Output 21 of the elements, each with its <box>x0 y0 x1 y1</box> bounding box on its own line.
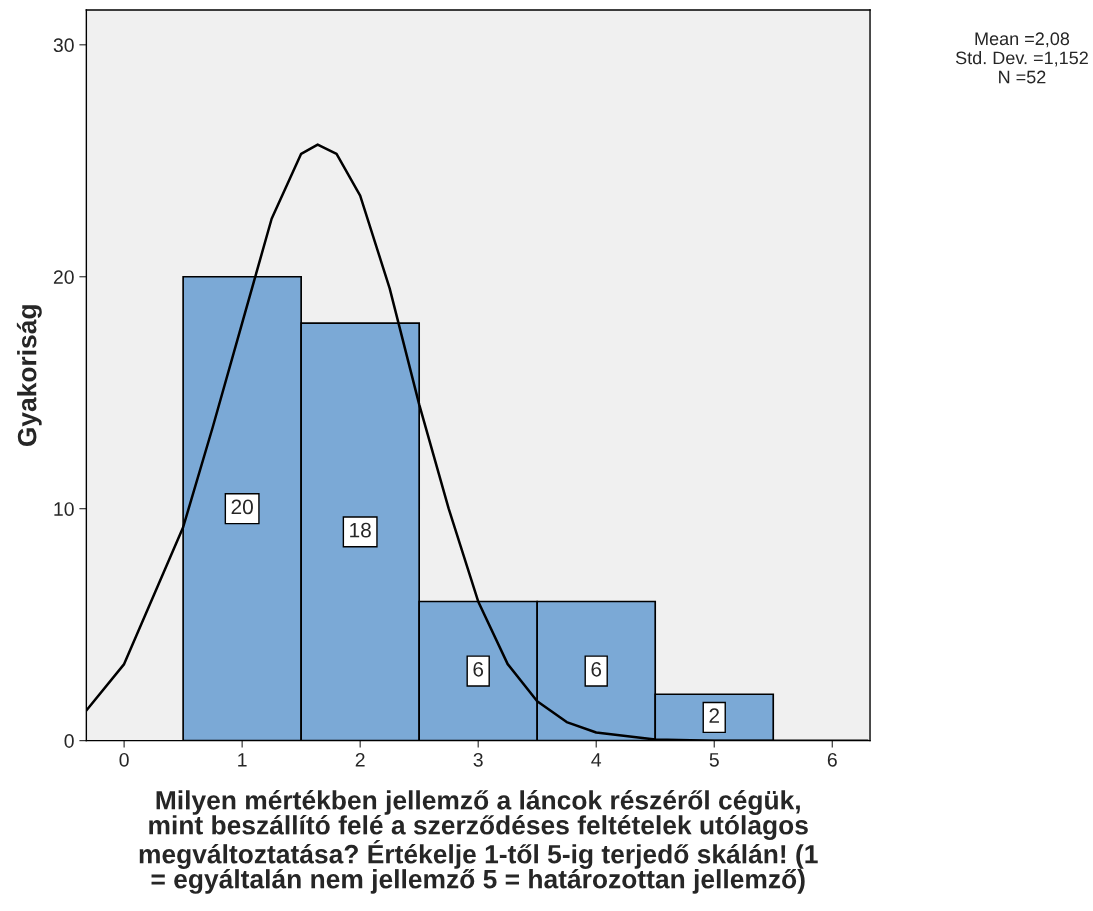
y-tick-label: 0 <box>64 734 74 748</box>
text: Std. Dev. =1,152 <box>955 51 1088 67</box>
text: N =52 <box>999 70 1046 84</box>
x-tick-label: 1 <box>238 753 247 767</box>
text: Mean =2,08 <box>975 32 1070 48</box>
y-axis-title: Gyakoriság <box>16 305 42 447</box>
x-tick-label: 2 <box>355 752 365 767</box>
x-tick-label: 3 <box>473 752 483 767</box>
x-axis-title: Milyen mértékben jellemző a láncok részéről cégük, mint beszállító felé a szerződéses feltételek utólagos megváltoztatása? Értékelje 1-től 5-ig terjedő skálán! (1 = egyáltalán nem jellemző 5 = határozottan jellemző) <box>139 790 818 894</box>
y-tick-label: 20 <box>53 270 74 284</box>
x-tick-label: 5 <box>709 753 719 767</box>
x-tick-label: 6 <box>827 752 837 767</box>
y-tick-label: 30 <box>53 38 74 53</box>
data-label: 6 <box>473 661 484 677</box>
data-label: 18 <box>350 522 371 538</box>
data-label: 2 <box>709 708 719 723</box>
data-label: 6 <box>591 661 602 677</box>
y-tick-label: 10 <box>54 502 74 516</box>
x-tick-label: 0 <box>119 752 129 767</box>
data-label: 20 <box>231 499 253 515</box>
x-tick-label: 4 <box>591 753 602 767</box>
